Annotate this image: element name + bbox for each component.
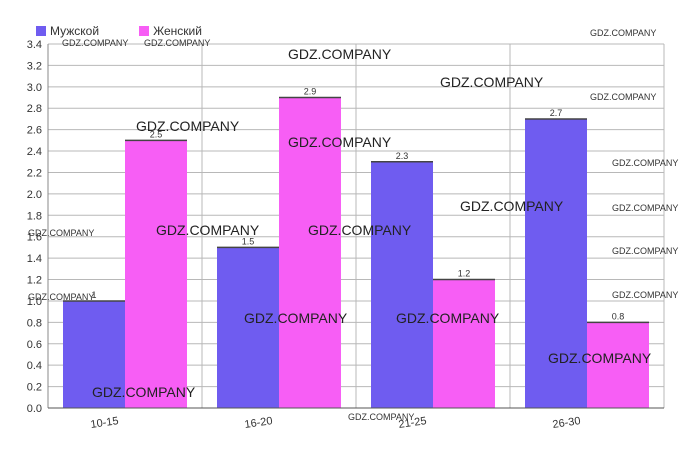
- watermark: GDZ.COMPANY: [460, 198, 564, 214]
- watermark: GDZ.COMPANY: [244, 310, 348, 326]
- bar: [63, 300, 125, 408]
- y-tick-label: 2.2: [27, 167, 42, 179]
- legend-swatch-female: [139, 26, 150, 36]
- watermark: GDZ.COMPANY: [612, 158, 679, 168]
- y-tick-label: 1.4: [27, 253, 42, 265]
- y-tick-label: 3.4: [27, 39, 42, 51]
- watermark: GDZ.COMPANY: [92, 384, 196, 400]
- data-label: 2.9: [304, 87, 317, 97]
- bar: [433, 279, 495, 408]
- watermark: GDZ.COMPANY: [144, 38, 211, 48]
- y-tick-label: 0.2: [27, 382, 42, 394]
- y-tick-label: 1.2: [27, 275, 42, 287]
- watermark: GDZ.COMPANY: [288, 46, 392, 62]
- y-tick-label: 0.4: [27, 360, 42, 372]
- bar: [587, 322, 649, 408]
- data-label: 1.5: [242, 236, 255, 246]
- watermark: GDZ.COMPANY: [440, 74, 544, 90]
- y-tick-label: 3.2: [27, 60, 42, 72]
- y-tick-label: 2.0: [27, 189, 42, 201]
- watermark: GDZ.COMPANY: [548, 350, 652, 366]
- data-label: 1: [91, 290, 96, 300]
- data-label: 2.3: [396, 151, 409, 161]
- y-tick-label: 3.0: [27, 82, 42, 94]
- y-tick-label: 1.8: [27, 210, 42, 222]
- legend-item-female: Женский: [139, 24, 202, 38]
- watermark: GDZ.COMPANY: [28, 228, 95, 238]
- y-tick-label: 1.6: [27, 232, 42, 244]
- data-label: 0.8: [612, 311, 625, 321]
- watermark: GDZ.COMPANY: [288, 134, 392, 150]
- watermark: GDZ.COMPANY: [590, 28, 657, 38]
- watermark: GDZ.COMPANY: [62, 38, 129, 48]
- watermark: GDZ.COMPANY: [612, 203, 679, 213]
- data-label: 2.7: [550, 108, 563, 118]
- legend: Мужской Женский: [36, 24, 202, 38]
- x-tick-label: 16-20: [244, 415, 274, 431]
- x-tick-label: 10-15: [90, 415, 120, 431]
- watermark: GDZ.COMPANY: [156, 222, 260, 238]
- watermark: GDZ.COMPANY: [308, 222, 412, 238]
- legend-swatch-male: [36, 26, 46, 36]
- y-tick-label: 2.6: [27, 125, 42, 137]
- legend-label-male: Мужской: [50, 24, 100, 38]
- y-tick-label: 1.0: [27, 296, 42, 308]
- y-tick-label: 2.4: [27, 146, 42, 158]
- y-tick-label: 2.8: [27, 103, 42, 115]
- bar: [279, 97, 341, 408]
- watermark: GDZ.COMPANY: [590, 92, 657, 102]
- bar: [217, 247, 279, 408]
- bar: [525, 118, 587, 409]
- watermark: GDZ.COMPANY: [348, 412, 415, 422]
- watermark: GDZ.COMPANY: [136, 118, 240, 134]
- y-tick-label: 0.8: [27, 317, 42, 329]
- x-tick-label: 21-25: [398, 415, 428, 431]
- y-tick-label: 0.0: [27, 403, 42, 415]
- legend-label-female: Женский: [153, 24, 202, 38]
- y-tick-label: 0.6: [27, 339, 42, 351]
- watermark: GDZ.COMPANY: [612, 246, 679, 256]
- watermark: GDZ.COMPANY: [28, 292, 95, 302]
- data-label: 1.2: [458, 269, 471, 279]
- data-label: 2.5: [150, 129, 163, 139]
- bar: [125, 140, 187, 408]
- watermark: GDZ.COMPANY: [612, 290, 679, 300]
- bar: [371, 161, 433, 408]
- legend-item-male: Мужской: [36, 24, 99, 38]
- watermark: GDZ.COMPANY: [396, 310, 500, 326]
- x-tick-label: 26-30: [552, 415, 582, 431]
